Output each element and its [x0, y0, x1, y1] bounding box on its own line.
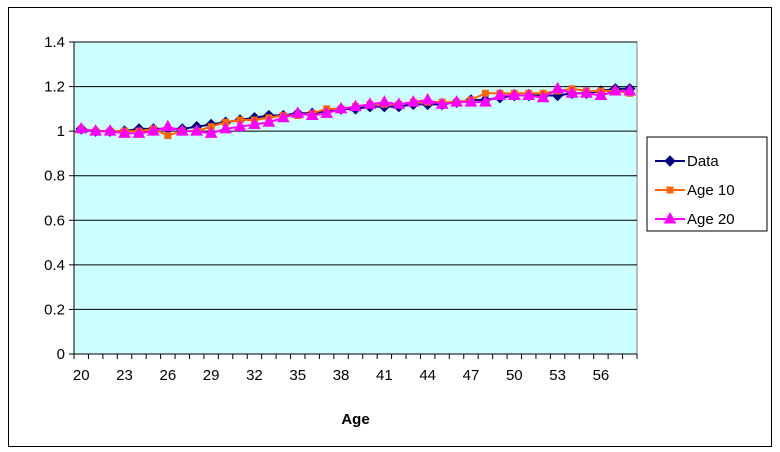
data-point-age-20	[580, 86, 593, 98]
data-point-age-20	[551, 81, 564, 94]
data-point-age-20	[609, 83, 622, 96]
data-point-age-20	[623, 83, 637, 96]
x-tick-label: 35	[289, 367, 306, 384]
data-point-age-20	[435, 97, 449, 109]
legend-marker-age-10	[666, 186, 674, 194]
y-tick-label: 0	[57, 346, 65, 363]
x-tick-label: 38	[333, 367, 350, 384]
data-point-age-10	[164, 132, 172, 140]
data-point-age-20	[103, 124, 117, 136]
x-tick-label: 47	[463, 367, 480, 384]
x-tick-label: 26	[159, 367, 176, 384]
data-point-age-20	[147, 124, 160, 136]
data-point-age-20	[74, 121, 88, 134]
data-point-age-20	[320, 106, 333, 118]
legend-label-age-10: Age 10	[687, 182, 735, 199]
data-point-age-20	[378, 95, 391, 107]
data-point-age-20	[175, 124, 189, 136]
legend-label-age-20: Age 20	[687, 211, 735, 228]
data-point-age-20	[464, 95, 478, 107]
data-point-age-20	[421, 92, 435, 105]
x-tick-label: 23	[116, 367, 133, 384]
x-tick-label: 32	[246, 367, 263, 384]
data-point-age-20	[276, 110, 290, 123]
y-tick-label: 0.4	[44, 257, 65, 274]
x-tick-label: 44	[419, 367, 436, 384]
x-tick-label: 56	[593, 367, 610, 384]
data-point-age-20	[118, 126, 131, 138]
chart-svg: 0 0.2 0.4 0.6 0.8 1 1.2 1.4 20 23 26 29 32 35 38 41 44 47…	[44, 34, 768, 428]
data-point-age-20	[161, 119, 175, 132]
data-point-age-20	[392, 97, 406, 109]
data-point-age-20	[291, 106, 305, 118]
data-point-age-20	[349, 99, 362, 112]
data-point-age-20	[132, 126, 146, 138]
y-tick-label: 0.6	[44, 212, 65, 229]
x-tick-label: 50	[506, 367, 523, 384]
data-point-age-20	[363, 97, 377, 109]
data-point-age-20	[536, 90, 550, 103]
data-point-age-20	[262, 115, 276, 127]
data-point-age-20	[522, 88, 536, 100]
data-point-age-20	[334, 101, 348, 114]
x-tick-label: 41	[376, 367, 393, 384]
data-point-age-20	[594, 88, 608, 100]
x-axis-title: Age	[341, 411, 369, 428]
data-point-age-20	[248, 117, 261, 129]
y-tick-label: 0.2	[44, 301, 65, 318]
data-point-age-20	[565, 86, 579, 98]
data-point-age-20	[450, 95, 463, 107]
x-tick-label: 20	[73, 367, 90, 384]
legend-marker-age-20	[663, 211, 677, 224]
legend-label-data: Data	[687, 153, 719, 170]
data-point-age-20	[305, 108, 319, 121]
y-tick-label: 1.4	[44, 34, 65, 51]
data-point-age-20	[406, 95, 420, 107]
y-tick-label: 0.8	[44, 168, 65, 185]
data-point-age-20	[219, 121, 232, 134]
data-point-age-20	[190, 124, 204, 136]
legend-marker-data	[664, 155, 676, 167]
data-point-age-20	[479, 95, 492, 107]
y-tick-label: 1	[57, 123, 65, 140]
data-point-age-20	[493, 88, 507, 100]
y-tick-label: 1.2	[44, 79, 65, 96]
legend-box	[646, 136, 768, 232]
x-tick-label: 29	[203, 367, 220, 384]
data-point-age-20	[204, 126, 218, 138]
data-point-age-20	[233, 119, 247, 132]
chart-frame: 0 0.2 0.4 0.6 0.8 1 1.2 1.4 20 23 26 29 32 35 38 41 44 47…	[8, 7, 772, 447]
x-tick-label: 53	[549, 367, 566, 384]
data-point-age-20	[89, 124, 102, 136]
plot-area	[73, 41, 638, 355]
data-point-age-20	[507, 88, 521, 100]
